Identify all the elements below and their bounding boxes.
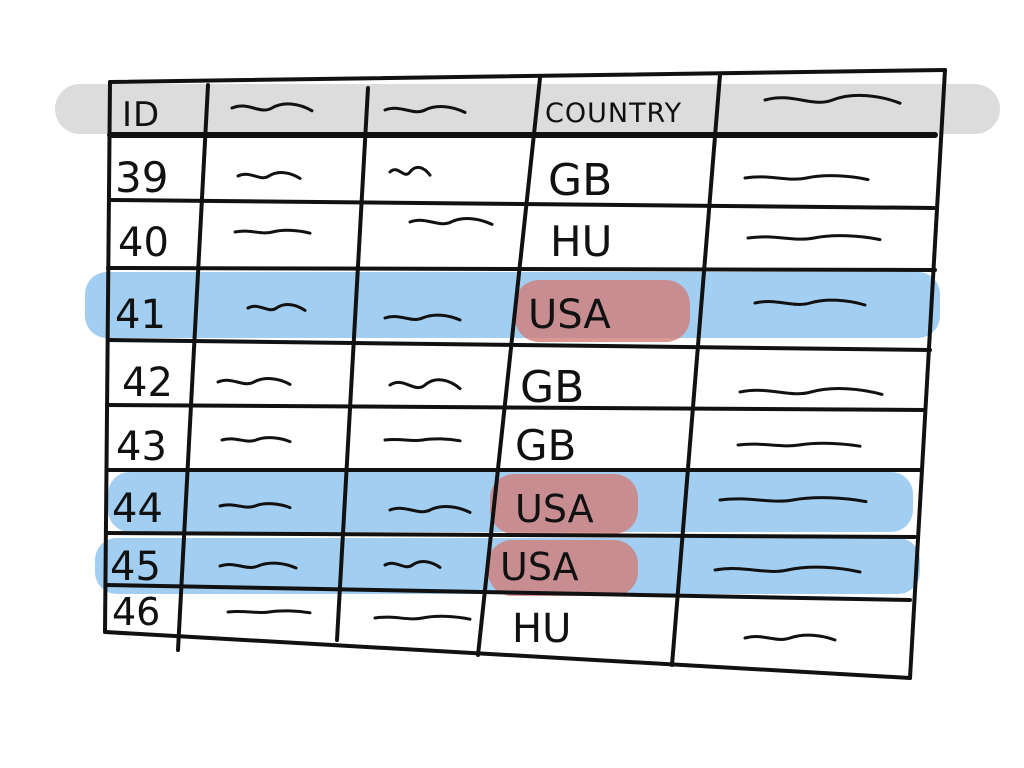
- table-left-border: [103, 80, 112, 634]
- squiggle-mark: [736, 441, 862, 448]
- row-country: USA: [528, 292, 611, 338]
- squiggle-mark: [743, 633, 837, 642]
- squiggle-mark: [236, 171, 302, 180]
- squiggle-mark: [233, 228, 312, 235]
- squiggle-mark: [388, 505, 472, 514]
- table-right-border: [908, 68, 947, 680]
- row-country: HU: [512, 606, 571, 652]
- squiggle-mark: [383, 560, 442, 569]
- squiggle-mark: [388, 378, 462, 391]
- squiggle-mark: [216, 377, 292, 386]
- squiggle-mark: [220, 436, 292, 444]
- row-country: HU: [550, 217, 612, 266]
- squiggle-mark: [246, 303, 307, 312]
- row-divider: [105, 403, 927, 412]
- row-id: 43: [116, 424, 167, 470]
- row-divider: [108, 198, 937, 210]
- row-id: 39: [115, 153, 168, 202]
- squiggle-mark: [218, 561, 298, 570]
- header-country-label: COUNTRY: [545, 98, 682, 129]
- row-country: GB: [520, 362, 584, 413]
- row-country: USA: [515, 487, 594, 531]
- cell-highlight-layer: [488, 280, 690, 596]
- row-divider: [104, 583, 912, 602]
- row-id: 41: [115, 292, 166, 338]
- row-id: 44: [112, 486, 163, 532]
- squiggle-mark: [408, 217, 494, 226]
- squiggle-mark: [383, 105, 467, 114]
- column-divider: [476, 76, 542, 657]
- squiggle-mark: [746, 234, 882, 242]
- row-id: 45: [110, 544, 161, 590]
- row-divider: [106, 338, 932, 352]
- squiggle-mark: [230, 102, 314, 113]
- table-grid: [103, 68, 947, 680]
- table-bottom-border: [103, 630, 912, 680]
- header-id-label: ID: [122, 95, 160, 135]
- row-id: 42: [122, 360, 173, 406]
- squiggle-mark: [743, 174, 870, 182]
- squiggle-mark: [718, 496, 868, 504]
- squiggle-mark: [713, 565, 862, 574]
- squiggle-mark: [753, 298, 867, 307]
- row-highlight-layer: [85, 272, 940, 594]
- squiggle-mark: [383, 437, 462, 443]
- placeholder-squiggles: [216, 93, 902, 642]
- squiggle-mark: [388, 165, 432, 177]
- column-divider: [176, 83, 210, 652]
- header-shade: [55, 84, 1000, 134]
- row-highlight: [85, 272, 940, 338]
- row-country: GB: [515, 421, 576, 470]
- country-cell-highlight: [488, 540, 638, 596]
- table-top-border: [108, 68, 947, 84]
- row-country: USA: [500, 545, 579, 589]
- column-divider: [335, 86, 370, 642]
- country-cell-highlight: [515, 280, 690, 342]
- row-country: GB: [548, 155, 612, 206]
- squiggle-mark: [763, 93, 902, 105]
- squiggle-mark: [383, 313, 462, 322]
- row-divider: [105, 531, 917, 539]
- squiggle-mark: [226, 609, 312, 615]
- row-id: 40: [118, 220, 169, 266]
- row-divider: [106, 266, 937, 272]
- squiggle-mark: [218, 502, 292, 510]
- squiggle-mark: [738, 387, 884, 396]
- row-id: 46: [112, 590, 160, 634]
- column-divider: [670, 73, 722, 667]
- country-cell-highlight: [490, 474, 638, 534]
- squiggle-mark: [373, 614, 472, 621]
